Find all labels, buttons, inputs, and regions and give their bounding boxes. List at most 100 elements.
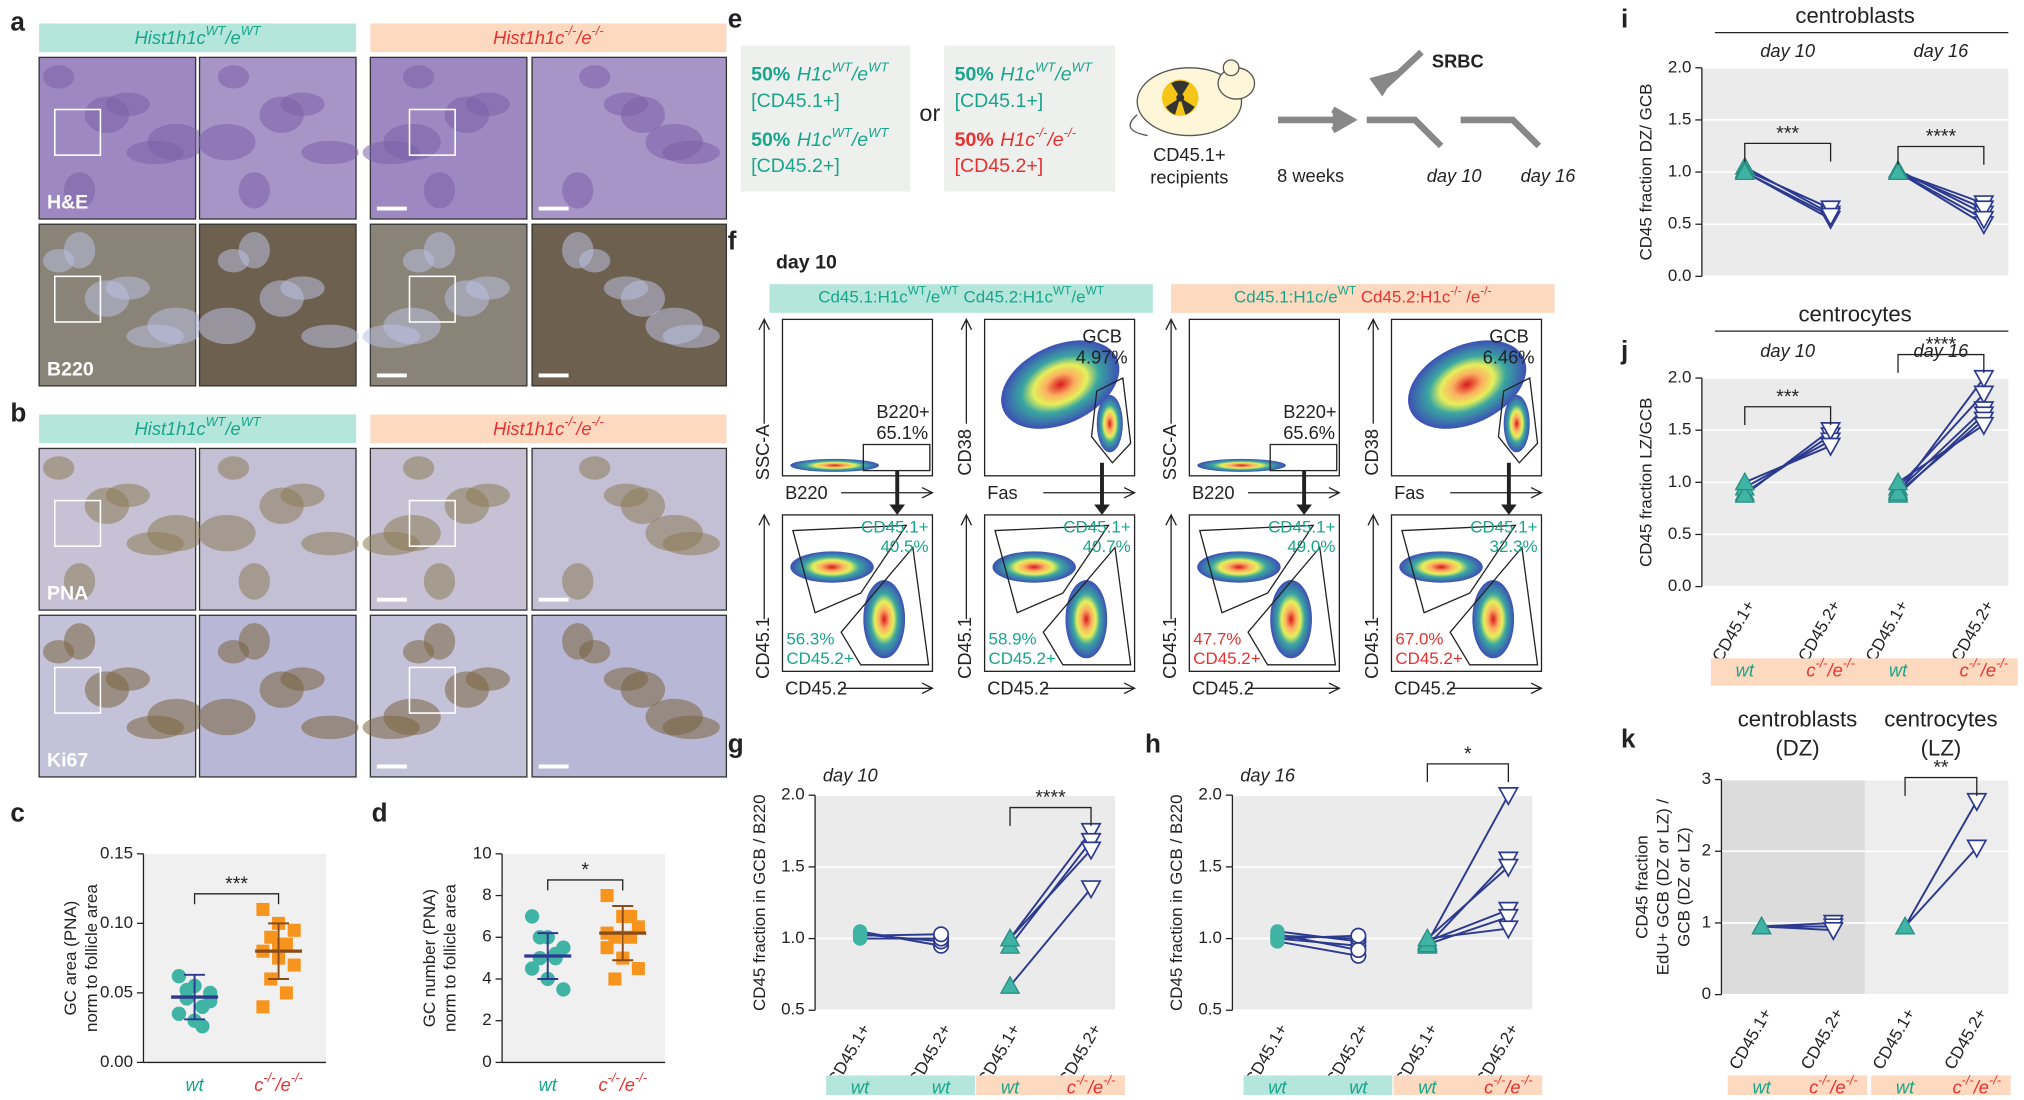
text-piece: wt xyxy=(1268,1076,1287,1095)
y-tick-label: 0.00 xyxy=(100,1052,133,1071)
text-piece: /e xyxy=(574,27,591,48)
arrow-head xyxy=(921,682,934,695)
text-piece: /e xyxy=(274,1074,291,1095)
rich-label: wt xyxy=(851,1076,870,1095)
tissue-feature xyxy=(562,172,594,209)
x-tick-label: CD45.2+ xyxy=(1941,1005,1991,1073)
data-point xyxy=(1966,839,1988,859)
text-piece: /e xyxy=(223,418,240,439)
gate-label: CD45.2+ xyxy=(1193,649,1260,668)
y-axis-label: SSC-A xyxy=(1159,424,1180,481)
genotype-box xyxy=(740,45,911,192)
y-tick-label: 2.0 xyxy=(1198,785,1222,804)
text-piece: wt xyxy=(1001,1076,1020,1095)
gate xyxy=(1247,545,1337,666)
rich-label: c-/-/e-/- xyxy=(1806,655,1854,680)
data-point xyxy=(556,982,571,997)
text-piece: Hist1h1c xyxy=(493,418,564,439)
data-point xyxy=(256,902,270,916)
rich-label: wt xyxy=(539,1074,558,1095)
group-title: centroblasts xyxy=(1738,707,1857,732)
superscript: WT xyxy=(908,284,926,298)
arrow-head xyxy=(1094,504,1110,515)
tissue-feature xyxy=(562,232,594,269)
tissue-feature xyxy=(280,276,325,300)
y-axis-title: GC area (PNA) xyxy=(61,901,80,1016)
text-piece: c xyxy=(598,1074,607,1095)
data-point xyxy=(1350,942,1367,959)
significance: * xyxy=(581,859,589,881)
text-piece: wt xyxy=(1349,1076,1368,1095)
y-axis-title: GC number (PNA) xyxy=(420,889,439,1027)
tissue-feature xyxy=(423,172,456,209)
pair-line xyxy=(1426,794,1510,944)
tissue-feature xyxy=(383,698,441,736)
day-label: day 10 xyxy=(1760,40,1815,61)
zoom-box xyxy=(408,666,456,714)
label: recipients xyxy=(1150,166,1228,187)
x-tick-label: CD45.1+ xyxy=(1862,597,1912,665)
stain-label: H&E xyxy=(47,192,88,214)
significance-bracket xyxy=(1744,406,1832,425)
superscript: -/- xyxy=(1076,1072,1088,1087)
panel-letter: k xyxy=(1621,723,1636,753)
tissue-feature xyxy=(603,483,649,508)
tissue-feature xyxy=(562,623,594,660)
text-piece: /e xyxy=(1826,659,1843,680)
pair-line xyxy=(1277,940,1359,957)
panel-letter: d xyxy=(372,798,388,828)
gate-value: 40.7% xyxy=(1083,537,1131,556)
text-piece: wt xyxy=(1418,1076,1437,1095)
rich-label: wt xyxy=(1418,1076,1437,1095)
genotype-band xyxy=(1243,1075,1393,1100)
data-point xyxy=(1887,161,1909,181)
significance: *** xyxy=(225,873,248,895)
superscript: -/- xyxy=(1450,284,1461,298)
data-point xyxy=(1973,200,1995,220)
x-tick-label: CD45.1+ xyxy=(1725,1005,1775,1073)
text-piece: wt xyxy=(185,1074,204,1095)
y-tick-label: 0.5 xyxy=(1668,524,1692,543)
y-axis-label: CD45.1 xyxy=(1361,617,1382,679)
text-piece: Hist1h1c xyxy=(135,27,206,48)
y-axis-title: CD45 fraction in GCB / B220 xyxy=(750,794,769,1010)
rich-label: wt xyxy=(185,1074,204,1095)
x-axis-label: Fas xyxy=(987,482,1017,503)
text-piece: wt xyxy=(1752,1076,1771,1095)
tissue-feature xyxy=(280,92,325,117)
text-piece: c xyxy=(1067,1076,1076,1095)
y-tick-label: 1 xyxy=(1702,912,1711,931)
group-title: (LZ) xyxy=(1921,735,1962,760)
x-axis-label: B220 xyxy=(1192,482,1235,503)
text-piece: c xyxy=(1809,1076,1818,1095)
gate-value: 65.6% xyxy=(1283,422,1335,443)
y-axis-label: CD45.1 xyxy=(752,617,773,679)
tissue-feature xyxy=(43,456,75,480)
tissue-feature xyxy=(579,456,611,480)
data-point xyxy=(1973,210,1995,230)
genotype-line: 50% H1c-/-/e-/- xyxy=(955,125,1077,151)
arrow-head xyxy=(1530,486,1543,499)
superscript: -/- xyxy=(1989,1072,2001,1087)
superscript: -/- xyxy=(291,1070,303,1085)
gate xyxy=(792,524,908,614)
significance: *** xyxy=(1776,386,1799,408)
tissue-feature xyxy=(217,65,250,89)
plot-background xyxy=(1721,779,1865,995)
text-piece: c xyxy=(1953,1076,1962,1095)
tissue-feature xyxy=(402,456,435,480)
density xyxy=(1472,580,1515,659)
density xyxy=(1408,340,1527,429)
y-axis-title: CD45 fraction in GCB / B220 xyxy=(1167,794,1186,1010)
arrow-head xyxy=(1367,513,1380,526)
tissue-feature xyxy=(63,172,96,209)
y-axis-title: CD45 fraction DZ/ GCB xyxy=(1637,84,1656,261)
tissue-feature xyxy=(301,324,359,349)
data-point xyxy=(287,923,301,937)
x-axis-label: Fas xyxy=(1394,482,1424,503)
y-tick-label: 2.0 xyxy=(781,785,805,804)
gate-label: B220+ xyxy=(1283,401,1336,422)
y-tick-label: 4 xyxy=(482,968,491,987)
